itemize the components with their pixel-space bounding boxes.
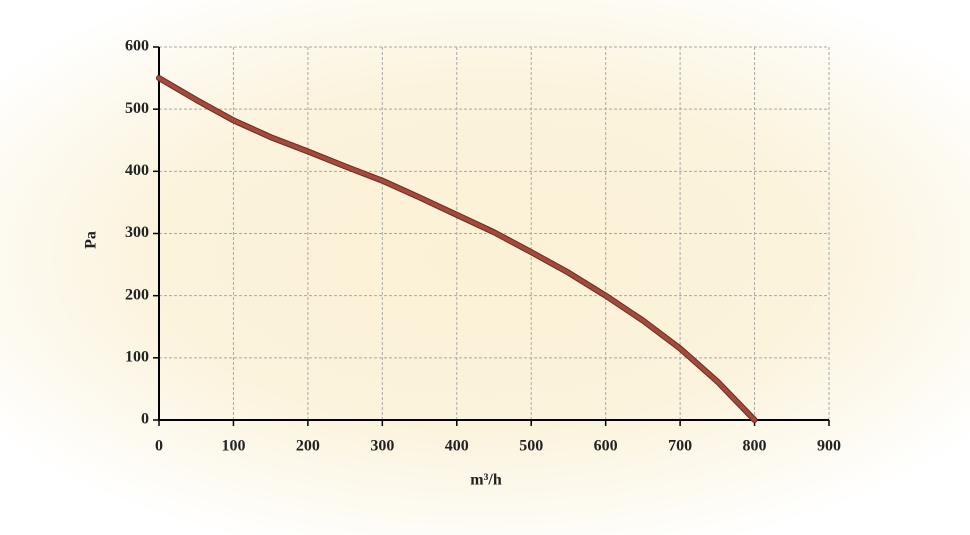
x-tick-label: 100 <box>221 438 245 455</box>
x-tick-label: 300 <box>370 438 394 455</box>
y-tick-label: 300 <box>125 224 149 241</box>
y-tick-label: 500 <box>125 100 149 117</box>
line <box>157 76 757 422</box>
x-tick-label: 0 <box>155 438 163 455</box>
x-tick-label: 400 <box>445 438 469 455</box>
x-tick-label: 500 <box>519 438 543 455</box>
y-tick-label: 400 <box>125 162 149 179</box>
x-tick-label: 800 <box>743 438 767 455</box>
x-tick-label: 200 <box>296 438 320 455</box>
y-tick-label: 100 <box>125 349 149 366</box>
x-tick-label: 900 <box>817 438 841 455</box>
x-axis-label: m³/h <box>470 472 502 489</box>
x-tick-label: 600 <box>594 438 618 455</box>
x-tick-label: 700 <box>668 438 692 455</box>
y-tick-label: 0 <box>141 411 149 428</box>
y-axis-label: Pa <box>83 231 100 249</box>
y-tick-label: 200 <box>125 286 149 303</box>
y-tick-label: 600 <box>125 38 149 55</box>
